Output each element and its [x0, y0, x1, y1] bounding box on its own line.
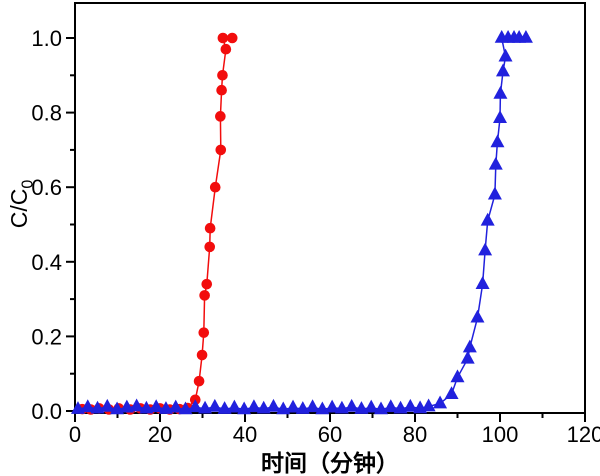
blue-data-point: [403, 398, 418, 412]
blue-data-point: [276, 401, 291, 415]
x-tick-label: 100: [482, 422, 519, 447]
x-tick-label: 40: [233, 422, 257, 447]
red-data-point: [204, 241, 216, 253]
blue-data-point: [518, 30, 533, 43]
y-tick-label: 0.4: [31, 250, 62, 275]
red-data-point: [217, 70, 228, 81]
y-axis-title-subscript: 0: [19, 179, 37, 189]
y-tick-label: 0.8: [31, 101, 62, 126]
blue-data-point: [325, 399, 340, 413]
y-tick-label: 0.0: [31, 399, 62, 424]
blue-data-point: [383, 399, 398, 413]
blue-data-point: [490, 134, 505, 148]
blue-data-point: [495, 63, 510, 77]
blue-data-point: [364, 399, 379, 413]
blue-triangles-line: [77, 37, 526, 411]
blue-data-point: [129, 398, 144, 412]
x-tick-label: 120: [567, 422, 600, 447]
blue-data-point: [80, 399, 95, 413]
y-tick-label: 1.0: [31, 26, 62, 51]
blue-data-point: [70, 401, 85, 414]
blue-data-point: [444, 386, 459, 400]
blue-data-point: [475, 276, 490, 289]
blue-data-point: [119, 399, 134, 413]
red-data-point: [217, 32, 229, 44]
x-axis: 0 20 40 60 80 100 120: [69, 413, 600, 447]
blue-data-point: [90, 400, 105, 414]
y-tick-label: 0.6: [31, 175, 62, 200]
x-tick-label: 60: [318, 422, 342, 447]
blue-data-point: [227, 399, 242, 413]
red-data-point: [199, 290, 210, 301]
blue-data-point: [110, 401, 125, 415]
blue-data-point: [488, 156, 503, 170]
blue-data-point: [478, 242, 493, 256]
y-axis-title-main: C/C: [6, 188, 32, 229]
blue-data-point: [286, 399, 301, 413]
series-red-circles: [76, 32, 238, 415]
blue-data-point: [139, 400, 154, 414]
y-axis-title: C/C0: [4, 99, 37, 309]
red-data-point: [216, 84, 227, 96]
blue-data-point: [246, 399, 261, 413]
blue-data-point: [217, 401, 232, 414]
red-data-point: [198, 327, 210, 338]
y-axis: 0.0 0.2 0.4 0.6 0.8 1.0: [31, 26, 75, 424]
x-axis-title: 时间（分钟）: [261, 450, 399, 476]
blue-data-point: [493, 110, 507, 123]
blue-data-point: [168, 399, 183, 413]
blue-data-point: [334, 400, 349, 414]
series-blue-triangles: [70, 30, 533, 415]
blue-data-point: [344, 398, 359, 412]
blue-data-point: [305, 399, 320, 413]
blue-data-point: [295, 401, 310, 414]
blue-data-point: [421, 398, 436, 412]
blue-data-point: [393, 400, 408, 414]
blue-data-point: [460, 350, 475, 364]
red-data-point: [201, 278, 213, 290]
blue-data-point: [433, 395, 448, 409]
red-data-point: [215, 144, 227, 156]
blue-data-point: [256, 400, 271, 414]
blue-data-point: [493, 85, 508, 99]
blue-data-point: [207, 398, 222, 412]
x-tick-label: 0: [69, 422, 81, 447]
blue-data-point: [450, 369, 465, 383]
blue-data-point: [498, 48, 513, 62]
plot-frame: [74, 2, 586, 414]
red-data-point: [209, 181, 221, 193]
blue-data-point: [158, 401, 173, 414]
x-tick-label: 80: [403, 422, 427, 447]
blue-data-point: [354, 401, 369, 414]
blue-data-point: [315, 401, 330, 415]
x-tick-label: 20: [148, 422, 172, 447]
blue-data-point: [188, 399, 203, 413]
blue-data-point: [100, 398, 115, 412]
red-data-point: [220, 43, 232, 55]
blue-data-point: [149, 399, 164, 413]
blue-data-point: [266, 398, 281, 412]
blue-data-point: [462, 339, 477, 353]
red-data-point: [226, 32, 238, 44]
red-data-point: [204, 222, 216, 234]
blue-data-point: [480, 212, 495, 226]
red-data-point: [193, 375, 205, 387]
red-data-point: [196, 349, 208, 361]
y-tick-label: 0.2: [31, 324, 62, 349]
blue-data-point: [198, 400, 213, 414]
blue-data-point: [487, 186, 502, 200]
blue-data-point: [470, 309, 485, 323]
red-data-point: [215, 111, 226, 122]
